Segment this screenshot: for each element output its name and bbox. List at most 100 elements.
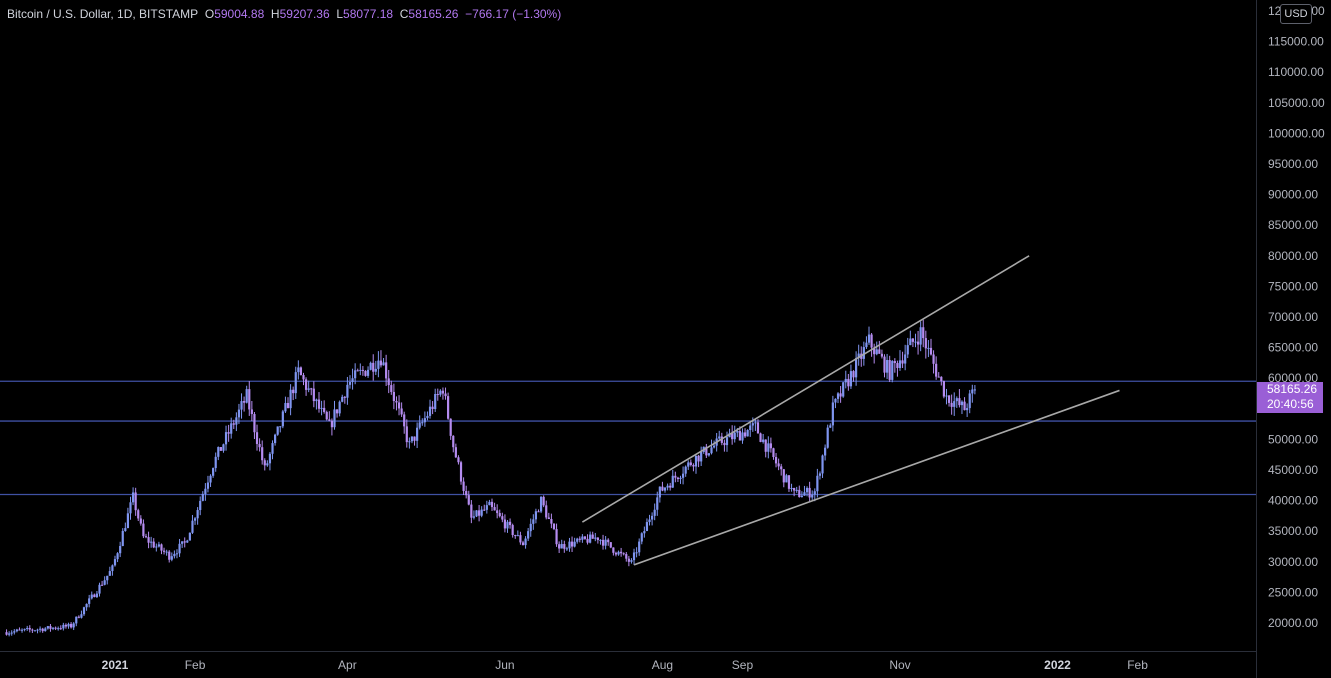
candle <box>93 593 96 598</box>
candle <box>552 523 556 531</box>
trend-line[interactable] <box>581 255 1030 523</box>
candle <box>534 508 538 524</box>
candle <box>576 537 579 544</box>
candle <box>186 539 189 543</box>
candle <box>312 381 315 408</box>
candle <box>304 377 308 396</box>
candle <box>431 401 434 415</box>
candle <box>15 628 18 633</box>
currency-button[interactable]: USD <box>1280 4 1312 24</box>
candle <box>731 425 734 445</box>
candle <box>762 433 765 444</box>
candle <box>307 380 310 393</box>
candle <box>524 536 527 549</box>
candle <box>692 463 695 472</box>
candle <box>586 534 589 545</box>
price-tick-label: 70000.00 <box>1268 310 1318 324</box>
candle <box>54 626 57 631</box>
candle <box>906 337 909 359</box>
price-tick-label: 60000.00 <box>1268 371 1318 385</box>
candle <box>834 398 837 409</box>
candle <box>503 514 507 533</box>
price-tick-label: 65000.00 <box>1268 341 1318 355</box>
candle <box>942 380 945 399</box>
candle <box>733 425 736 443</box>
candle <box>113 555 117 567</box>
high-label: H <box>270 7 280 21</box>
candle <box>299 366 303 376</box>
candle <box>653 503 656 521</box>
candle <box>119 541 122 558</box>
candle <box>697 454 700 468</box>
symbol-title[interactable]: Bitcoin / U.S. Dollar, 1D, BITSTAMP <box>7 7 199 21</box>
candle <box>493 502 496 511</box>
candle <box>831 395 834 432</box>
candle <box>250 400 253 421</box>
candle <box>746 429 749 437</box>
candle <box>560 539 563 549</box>
candle <box>317 392 321 413</box>
candle <box>630 558 633 564</box>
candle <box>237 403 241 424</box>
candle <box>563 540 566 553</box>
candle <box>173 550 176 559</box>
candle <box>749 420 752 437</box>
candle <box>116 552 119 563</box>
candle <box>315 398 318 410</box>
candle <box>160 543 163 555</box>
candle <box>444 387 447 400</box>
candle <box>80 610 83 619</box>
candle <box>785 473 788 483</box>
candle <box>539 496 543 514</box>
candle <box>596 537 599 544</box>
candle <box>379 350 383 368</box>
candle <box>550 513 553 529</box>
candle <box>88 594 91 608</box>
candle <box>824 444 827 461</box>
candle <box>150 536 153 548</box>
candle <box>790 483 793 492</box>
candle <box>51 627 55 631</box>
candle <box>808 481 811 502</box>
candle <box>537 509 540 513</box>
candle <box>426 411 429 421</box>
candle <box>480 506 483 518</box>
candle <box>901 351 904 368</box>
candle <box>441 387 445 400</box>
candle <box>206 475 210 493</box>
trend-line[interactable] <box>633 389 1120 566</box>
candle <box>196 507 199 525</box>
candle <box>883 354 886 378</box>
candle <box>532 514 535 530</box>
price-tick-label: 100000.00 <box>1268 126 1325 140</box>
candle <box>28 625 31 633</box>
trend-lines <box>581 255 1120 566</box>
price-tick-label: 30000.00 <box>1268 555 1318 569</box>
candle <box>772 447 775 460</box>
candle <box>645 518 649 532</box>
candle <box>201 491 204 502</box>
candle <box>620 547 623 557</box>
candle <box>581 534 584 543</box>
candle <box>782 468 785 488</box>
candle <box>612 547 615 556</box>
candle <box>684 465 687 477</box>
candle <box>297 360 300 380</box>
candle <box>276 426 279 436</box>
candle <box>142 519 145 539</box>
candle <box>46 625 49 630</box>
candle <box>847 373 850 391</box>
candle <box>855 351 858 386</box>
candle <box>395 396 398 411</box>
horizontal-lines <box>0 380 1256 496</box>
candle <box>573 537 576 548</box>
candle <box>39 626 42 633</box>
candle <box>103 576 106 586</box>
candle <box>689 459 692 467</box>
candle <box>467 490 470 506</box>
candle <box>20 628 24 633</box>
candle <box>607 538 610 546</box>
candle <box>780 463 783 476</box>
candle <box>924 330 927 359</box>
